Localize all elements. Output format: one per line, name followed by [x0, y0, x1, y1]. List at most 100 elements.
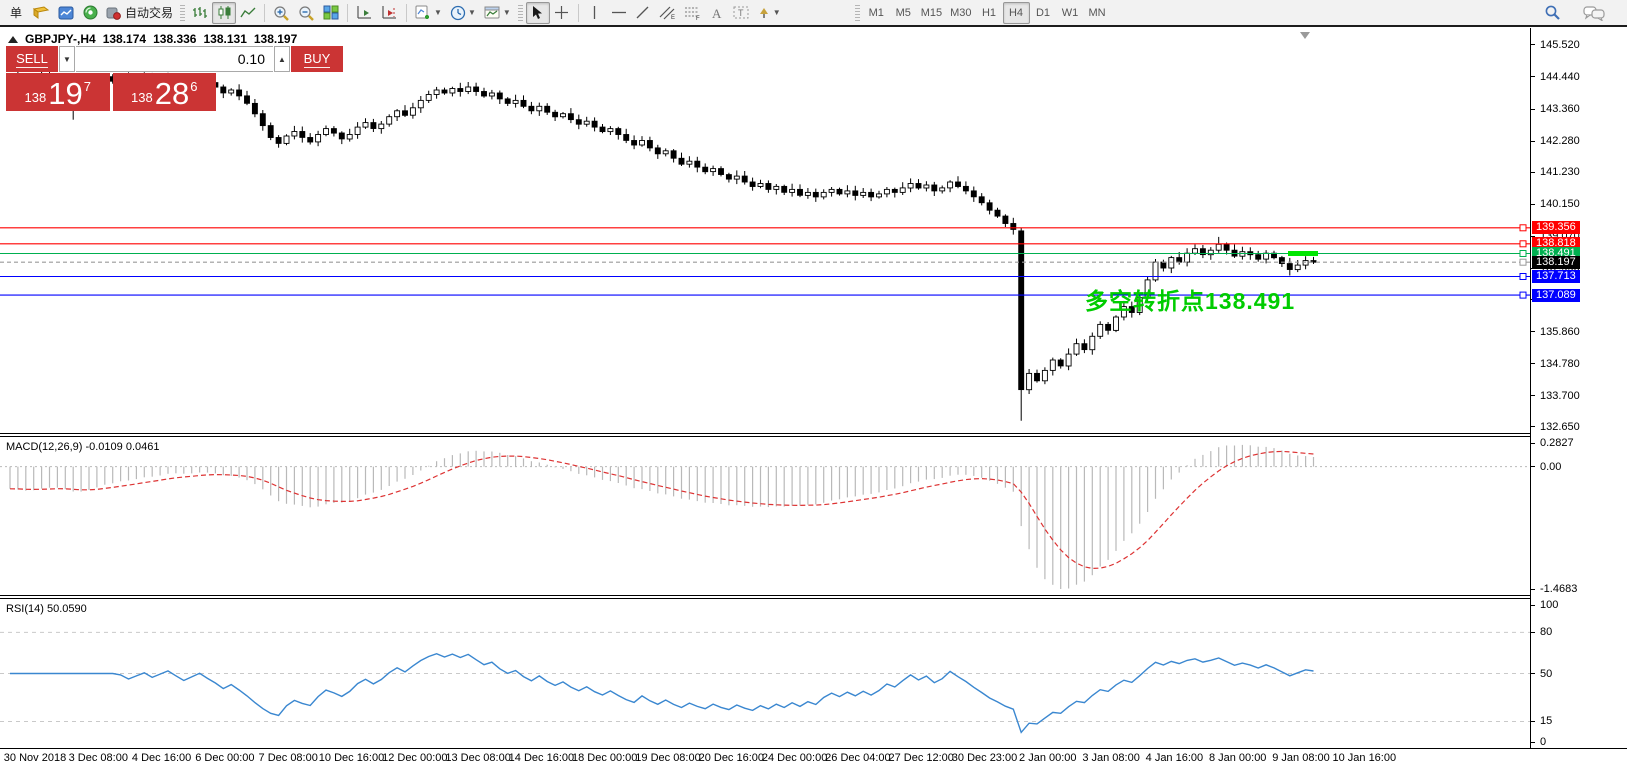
templates-dropdown[interactable]: ▼	[480, 2, 515, 24]
horizontal-line-button[interactable]	[607, 2, 631, 24]
dropdown-arrow-icon: ▼	[467, 8, 476, 17]
toolbar-right-group	[1540, 2, 1623, 24]
axis-tick-mark	[1531, 720, 1535, 722]
axis-tick-mark	[1531, 741, 1535, 743]
dropdown-arrow-icon: ▼	[502, 8, 511, 17]
rsi-chart[interactable]	[0, 599, 1530, 748]
fibonacci-button[interactable]: F	[680, 2, 705, 24]
panel-splitter[interactable]	[0, 433, 1627, 437]
timeframe-m5-button[interactable]: M5	[895, 6, 911, 19]
axis-tick-label: 0	[1540, 736, 1547, 748]
timeframe-group: M1 M5 M15 M30 H1 H4 D1 W1 MN	[863, 0, 1111, 26]
chart-shift-button[interactable]	[377, 2, 402, 24]
sell-button[interactable]: SELL	[6, 46, 58, 72]
axis-tick-label: 100	[1540, 599, 1559, 611]
buy-price-box[interactable]: 138 28 6	[112, 73, 216, 111]
time-axis-label: 30 Nov 2018	[3, 752, 67, 764]
vertical-line-button[interactable]	[583, 2, 607, 24]
toolbar-grip	[517, 4, 523, 21]
candlestick-chart-button[interactable]	[212, 1, 237, 24]
toolbar: 单 自动交易	[0, 0, 1627, 27]
new-order-button[interactable]: 单	[4, 2, 28, 24]
price-axis[interactable]: 145.520 144.440 143.360 142.280 141.230 140.1…	[1531, 28, 1627, 433]
rsi-axis[interactable]: 100 80 50 15 0	[1531, 599, 1627, 748]
time-axis-label: 12 Dec 00:00	[382, 752, 448, 764]
axis-tick-label: 134.780	[1540, 357, 1580, 370]
toolbar-group-dropdowns: ▼ ▼ ▼	[411, 0, 515, 26]
axis-tick-label: 0.2827	[1540, 437, 1574, 449]
timeframe-d1-button[interactable]: D1	[1035, 6, 1051, 19]
timeframe-w1-button[interactable]: W1	[1061, 6, 1079, 19]
svg-text:T: T	[738, 8, 744, 18]
timeframe-m30-button[interactable]: M30	[950, 6, 972, 19]
chat-icon[interactable]	[1579, 2, 1609, 24]
trendline-button[interactable]	[631, 2, 655, 24]
toolbar-group-objects: E F A T ▼	[583, 0, 785, 26]
sell-price-box[interactable]: 138 19 7	[6, 73, 110, 111]
pivot-annotation[interactable]: 多空转折点138.491	[1085, 288, 1296, 314]
line-chart-button[interactable]	[236, 2, 260, 24]
arrows-dropdown[interactable]: ▼	[753, 2, 785, 24]
time-axis-label: 4 Jan 16:00	[1145, 752, 1204, 764]
time-axis-label: 7 Dec 08:00	[258, 752, 318, 764]
price-chart-panel[interactable]: GBPJPY-,H4 138.174 138.336 138.131 138.1…	[0, 28, 1627, 433]
axis-tick-mark	[1531, 466, 1535, 468]
bar-chart-button[interactable]	[188, 2, 212, 24]
price-level-badge: 138.197	[1532, 255, 1580, 269]
timeframe-m1-button[interactable]: M1	[868, 6, 884, 19]
time-axis-label: 27 Dec 12:00	[888, 752, 954, 764]
macd-chart[interactable]	[0, 437, 1530, 595]
toolbar-group-cursor	[525, 0, 574, 26]
timeframe-h4-button[interactable]: H4	[1002, 1, 1030, 24]
text-button[interactable]: A	[705, 2, 729, 24]
timeframe-mn-button[interactable]: MN	[1088, 6, 1106, 19]
candlestick-chart[interactable]	[0, 28, 1530, 433]
timeframe-h1-button[interactable]: H1	[981, 6, 997, 19]
axis-tick-mark	[1531, 604, 1535, 606]
time-axis-label: 3 Jan 08:00	[1082, 752, 1140, 764]
text-label-button[interactable]: T	[729, 2, 753, 24]
axis-tick-label: 133.700	[1540, 389, 1580, 402]
new-chart-window-icon[interactable]	[54, 2, 78, 24]
axis-tick-label: 50	[1540, 667, 1553, 680]
time-axis[interactable]: 30 Nov 2018 3 Dec 08:00 4 Dec 16:00 6 Dec 0…	[0, 748, 1627, 767]
periods-dropdown[interactable]: ▼	[446, 2, 480, 24]
search-icon[interactable]	[1540, 2, 1565, 24]
indicators-dropdown[interactable]: ▼	[411, 2, 446, 24]
macd-axis[interactable]: 0.2827 0.00 -1.4683	[1531, 437, 1627, 595]
time-axis-label: 26 Dec 04:00	[825, 752, 891, 764]
time-axis-label: 3 Dec 08:00	[68, 752, 128, 764]
buy-button[interactable]: BUY	[291, 46, 343, 72]
zoom-out-button[interactable]	[294, 2, 319, 24]
svg-text:A: A	[712, 6, 722, 20]
timeframe-m15-button[interactable]: M15	[920, 6, 943, 19]
volume-decrease-button[interactable]: ▼	[59, 46, 75, 72]
zoom-in-button[interactable]	[269, 2, 294, 24]
cursor-button[interactable]	[525, 1, 550, 24]
axis-tick-label: 141.230	[1540, 166, 1580, 179]
time-axis-label: 18 Dec 00:00	[571, 752, 638, 764]
volume-input[interactable]	[76, 46, 273, 72]
buy-price-sup: 6	[190, 79, 198, 94]
collapse-trade-panel-icon[interactable]	[8, 35, 18, 43]
macd-panel[interactable]: MACD(12,26,9) -0.0109 0.0461	[0, 437, 1627, 595]
price-axis-strip[interactable]	[1530, 28, 1627, 767]
svg-text:F: F	[696, 16, 700, 20]
equidistant-channel-button[interactable]: E	[655, 2, 680, 24]
quote-low: 138.131	[203, 32, 247, 46]
panel-splitter[interactable]	[0, 595, 1627, 599]
rsi-panel[interactable]: RSI(14) 50.0590	[0, 599, 1627, 748]
autoscroll-button[interactable]	[352, 2, 377, 24]
axis-tick-mark	[1531, 588, 1535, 590]
time-axis-label: 24 Dec 00:00	[761, 752, 828, 764]
history-center-icon[interactable]	[28, 2, 54, 24]
tile-windows-button[interactable]	[319, 2, 343, 24]
crosshair-button[interactable]	[550, 2, 574, 24]
signals-icon[interactable]	[78, 2, 102, 24]
autotrading-button[interactable]: 自动交易	[102, 2, 177, 24]
time-axis-label: 13 Dec 08:00	[445, 752, 511, 764]
toolbar-group-chart-type	[188, 0, 260, 26]
macd-label: MACD(12,26,9) -0.0109 0.0461	[6, 441, 160, 453]
volume-increase-button[interactable]: ▲	[274, 46, 290, 72]
